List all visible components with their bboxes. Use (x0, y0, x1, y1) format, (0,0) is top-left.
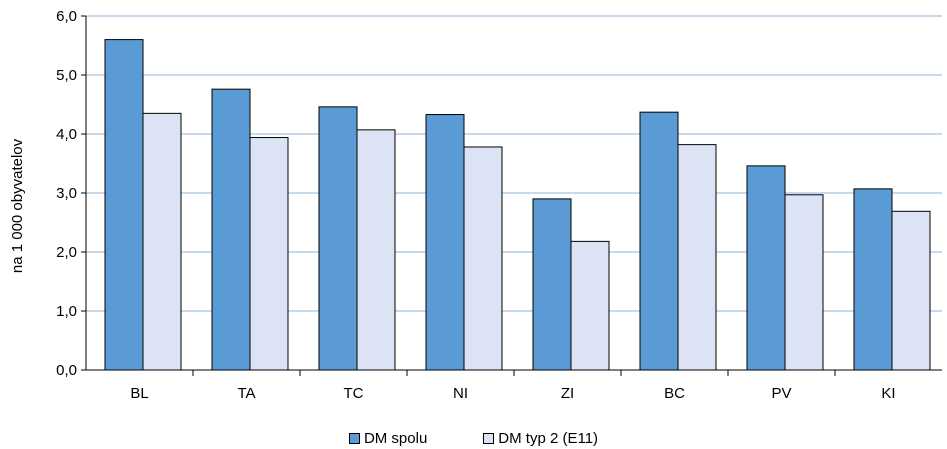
bar-dm-spolu-bc (639, 111, 679, 371)
bar-dm-spolu-pv (746, 165, 786, 371)
legend: DM spolu DM typ 2 (E11) (0, 428, 947, 448)
bar-dm-typ-2-ki (891, 210, 931, 371)
bar-dm-typ-2-tc (356, 129, 396, 371)
axes (85, 16, 942, 376)
bar-dm-typ-2-bc (677, 144, 717, 371)
bar-dm-typ-2-ni (463, 146, 503, 371)
legend-label-dm-typ-2: DM typ 2 (E11) (498, 429, 599, 447)
bars (104, 39, 931, 371)
bar-dm-spolu-ni (425, 114, 465, 371)
y-tick-label: 5,0 (56, 67, 77, 84)
y-axis-title: na 1 000 obyvatelov (9, 138, 26, 273)
x-tick-label: BC (664, 385, 685, 402)
bar-dm-typ-2-bl (142, 112, 182, 371)
y-tick-label: 6,0 (56, 8, 77, 25)
x-tick-label: TC (344, 385, 364, 402)
x-tick-label: KI (881, 385, 895, 402)
x-tick-label: PV (771, 385, 791, 402)
y-tick-label: 1,0 (56, 303, 77, 320)
legend-item-dm-spolu: DM spolu (348, 428, 428, 448)
bar-dm-spolu-zi (532, 198, 572, 371)
x-tick-label: TA (237, 385, 255, 402)
bar-dm-typ-2-pv (784, 194, 824, 371)
bar-dm-typ-2-zi (570, 240, 610, 371)
y-tick-label: 3,0 (56, 185, 77, 202)
legend-swatch-dm-spolu (348, 432, 360, 444)
x-tick-label: NI (453, 385, 468, 402)
y-tick-label: 0,0 (56, 362, 77, 379)
legend-item-dm-typ-2: DM typ 2 (E11) (483, 428, 598, 448)
bar-dm-spolu-ta (211, 88, 251, 371)
x-tick-label: BL (130, 385, 148, 402)
y-tick-label: 4,0 (56, 126, 77, 143)
x-tick-label: ZI (561, 385, 574, 402)
x-tick-labels: BL TA TC NI ZI BC PV KI (130, 385, 895, 402)
legend-swatch-dm-typ-2 (483, 432, 495, 444)
bar-dm-spolu-ki (853, 188, 893, 371)
bar-dm-typ-2-ta (249, 137, 289, 371)
bar-dm-spolu-tc (318, 106, 358, 371)
bar-dm-spolu-bl (104, 39, 144, 371)
y-tick-label: 2,0 (56, 244, 77, 261)
bar-chart: 0,0 1,0 2,0 3,0 4,0 5,0 6,0 BL TA TC NI ZI BC PV KI n… (9, 8, 942, 402)
y-tick-labels: 0,0 1,0 2,0 3,0 4,0 5,0 6,0 (56, 8, 77, 379)
legend-label-dm-spolu: DM spolu (363, 429, 428, 447)
